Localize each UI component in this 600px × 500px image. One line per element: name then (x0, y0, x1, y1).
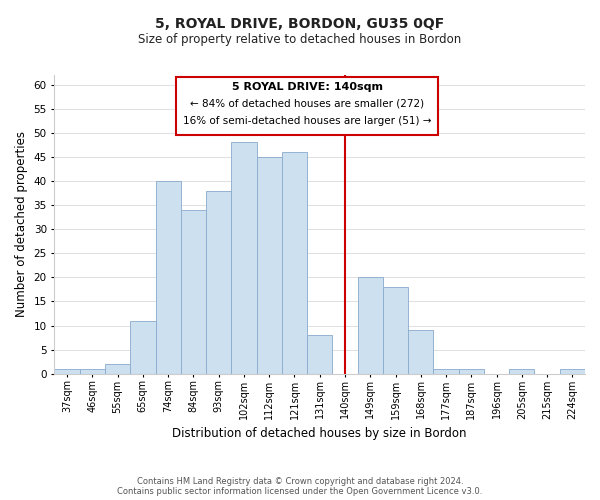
Text: ← 84% of detached houses are smaller (272): ← 84% of detached houses are smaller (27… (190, 99, 424, 109)
Bar (257, 157, 282, 374)
Bar (130, 320, 155, 374)
Bar (155, 181, 181, 374)
Bar (231, 142, 257, 374)
Text: 16% of semi-detached houses are larger (51) →: 16% of semi-detached houses are larger (… (183, 116, 431, 126)
Bar (105, 364, 130, 374)
Text: Contains public sector information licensed under the Open Government Licence v3: Contains public sector information licen… (118, 487, 482, 496)
Bar (433, 369, 458, 374)
Bar (408, 330, 433, 374)
Bar (509, 369, 535, 374)
Bar (458, 369, 484, 374)
Text: 5 ROYAL DRIVE: 140sqm: 5 ROYAL DRIVE: 140sqm (232, 82, 383, 92)
Bar (560, 369, 585, 374)
Bar (206, 190, 231, 374)
Bar (282, 152, 307, 374)
Bar (358, 278, 383, 374)
FancyBboxPatch shape (176, 78, 439, 135)
Text: Contains HM Land Registry data © Crown copyright and database right 2024.: Contains HM Land Registry data © Crown c… (137, 477, 463, 486)
Bar (181, 210, 206, 374)
Bar (383, 287, 408, 374)
Bar (80, 369, 105, 374)
Bar (55, 369, 80, 374)
Text: Size of property relative to detached houses in Bordon: Size of property relative to detached ho… (139, 32, 461, 46)
Bar (307, 335, 332, 374)
Text: 5, ROYAL DRIVE, BORDON, GU35 0QF: 5, ROYAL DRIVE, BORDON, GU35 0QF (155, 18, 445, 32)
X-axis label: Distribution of detached houses by size in Bordon: Distribution of detached houses by size … (172, 427, 467, 440)
Y-axis label: Number of detached properties: Number of detached properties (15, 132, 28, 318)
